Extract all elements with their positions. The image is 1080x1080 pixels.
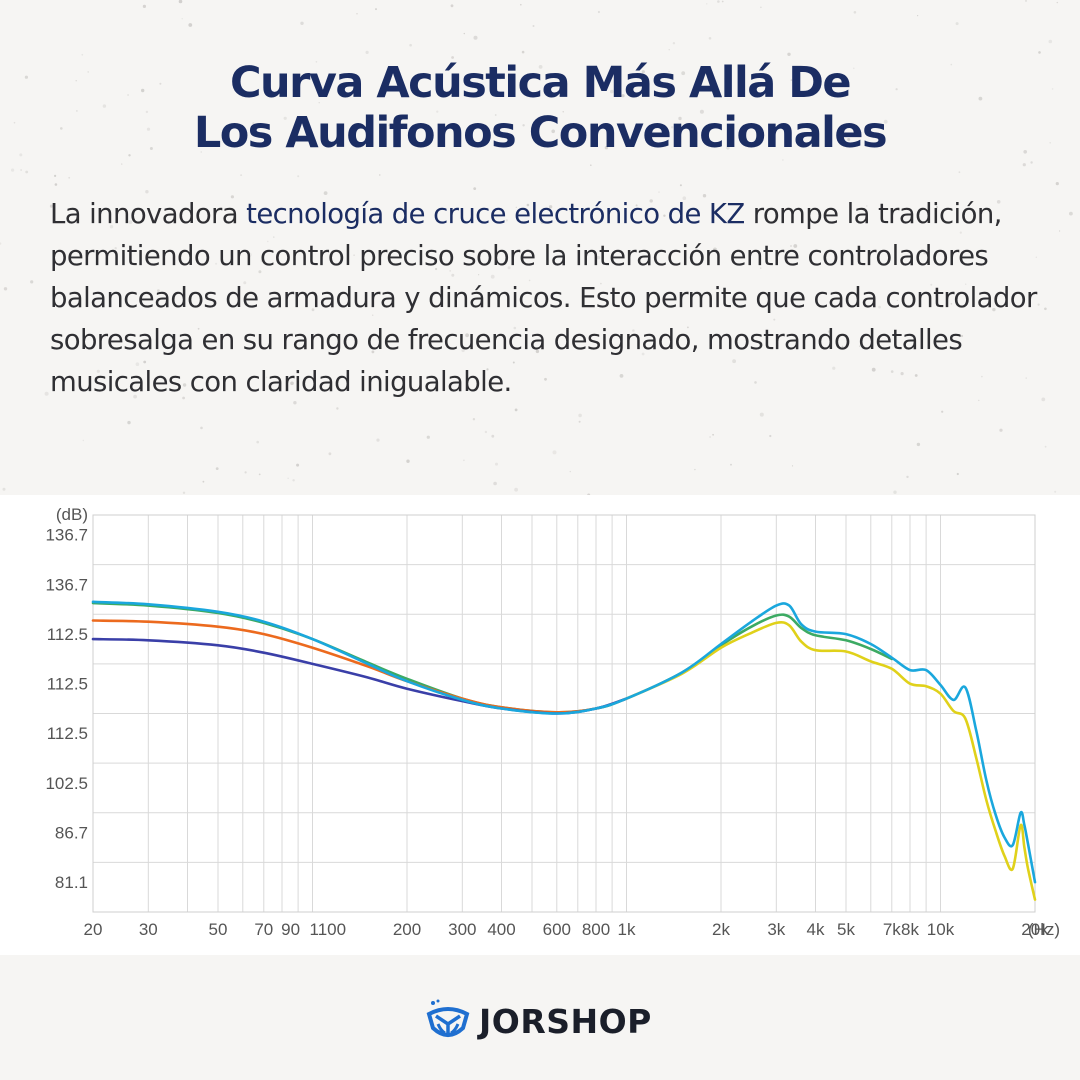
- x-tick-label: 3k: [767, 920, 785, 939]
- y-tick-label: 81.1: [55, 873, 88, 892]
- x-axis-unit: (Hz): [1028, 920, 1060, 939]
- x-tick-label: 800: [582, 920, 610, 939]
- jorshop-logo-icon: [426, 999, 470, 1037]
- x-tick-label: 30: [139, 920, 158, 939]
- description-highlight: tecnología de cruce electrónico de KZ: [246, 198, 745, 230]
- series-line-2: [91, 637, 628, 715]
- y-tick-label: 112.5: [47, 625, 88, 644]
- frequency-response-chart: (dB) 136.7 136.7 112.5 112.5 112.5 102.5 86.7 81…: [0, 495, 1080, 955]
- x-tick-label: 7k: [883, 920, 901, 939]
- y-tick-label: 136.7: [45, 575, 88, 594]
- y-tick-label: 102.5: [45, 774, 88, 793]
- series-line-4: [91, 600, 1037, 884]
- page-title-line-2: Los Audifonos Convencionales: [193, 108, 888, 158]
- series-line-1: [91, 619, 628, 714]
- x-tick-label: 10k: [927, 920, 955, 939]
- x-tick-label: 20k: [1021, 920, 1049, 939]
- y-tick-label: 112.5: [47, 675, 88, 694]
- x-tick-label: 8k: [901, 920, 919, 939]
- plot-frame: [92, 514, 1036, 913]
- y-axis-label: (dB): [56, 505, 88, 524]
- x-tick-label: 1100: [310, 920, 347, 939]
- series-line-0: [91, 601, 894, 714]
- x-tick-label: 200: [393, 920, 421, 939]
- description-paragraph: La innovadora tecnología de cruce electr…: [50, 193, 1040, 403]
- x-tick-label: 70: [254, 920, 273, 939]
- y-tick-label: 112.5: [47, 724, 88, 743]
- x-tick-label: 1k: [618, 920, 636, 939]
- x-tick-label: 2k: [712, 920, 730, 939]
- x-tick-label: 300: [448, 920, 476, 939]
- brand-logo: JORSHOP: [425, 997, 652, 1045]
- description-text-2: rompe la tradición, permitiendo un contr…: [50, 198, 1037, 398]
- brand-name: JORSHOP: [479, 1001, 652, 1041]
- y-tick-label: 86.7: [55, 823, 88, 842]
- x-tick-label: 400: [487, 920, 515, 939]
- x-tick-label: 20: [84, 920, 103, 939]
- x-tick-label: 50: [209, 920, 228, 939]
- y-tick-label: 136.7: [45, 526, 88, 545]
- x-tick-label: 5k: [837, 920, 855, 939]
- page-title-line-1: Curva Acústica Más Allá De: [229, 58, 852, 108]
- x-tick-label: 4k: [807, 920, 825, 939]
- description-text-1: La innovadora: [50, 198, 247, 230]
- page-title: Curva Acústica Más Allá De Los Audifonos…: [0, 58, 1080, 158]
- x-tick-label: 90: [281, 920, 300, 939]
- chart-svg: (dB) 136.7 136.7 112.5 112.5 112.5 102.5 86.7 81…: [45, 505, 1060, 939]
- x-tick-label: 600: [543, 920, 571, 939]
- series-line-3: [625, 621, 1037, 901]
